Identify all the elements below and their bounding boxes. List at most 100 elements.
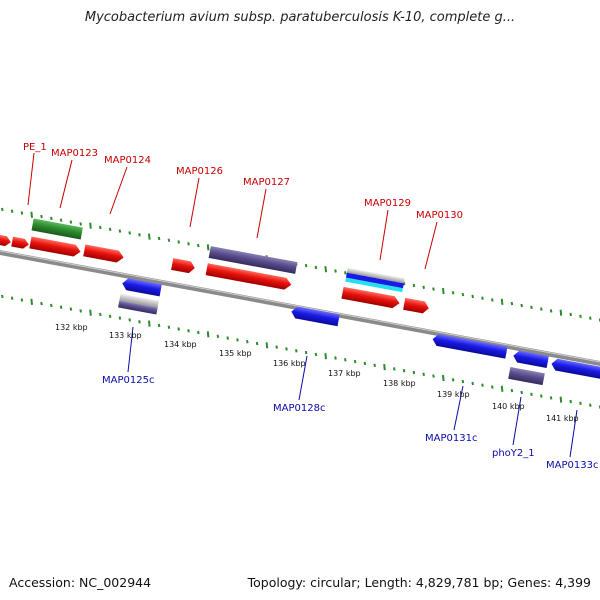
tick-mark: [59, 218, 63, 222]
feature-multi-map0129[interactable]: [345, 267, 405, 293]
tick-mark: [471, 381, 474, 386]
tick-mark: [559, 309, 563, 316]
tick-mark: [20, 211, 24, 215]
tick-mark: [549, 396, 553, 400]
tick-mark: [540, 307, 543, 311]
tick-mark: [422, 372, 425, 376]
feature-cds-map0127[interactable]: [205, 263, 293, 290]
feature-cds-map0130[interactable]: [403, 297, 430, 314]
tick-mark: [549, 309, 553, 313]
tick-mark: [167, 325, 171, 329]
tick-mark: [167, 238, 171, 242]
tick-mark: [1, 294, 4, 299]
label-map0124[interactable]: MAP0124: [104, 155, 151, 166]
tick-mark: [500, 298, 504, 305]
tick-row-upper: [1, 207, 600, 322]
tick-mark: [324, 353, 327, 360]
label-map0126[interactable]: MAP0126: [176, 166, 223, 177]
genome-summary-text: Topology: circular; Length: 4,829,781 bp…: [247, 575, 591, 590]
feature-cds-map0124[interactable]: [83, 244, 125, 263]
label-map0128c[interactable]: MAP0128c: [273, 403, 325, 414]
label-map0130[interactable]: MAP0130: [416, 210, 463, 221]
feature-cds-map0126[interactable]: [171, 258, 196, 274]
tick-mark: [530, 392, 533, 396]
tick-mark: [40, 301, 43, 306]
tick-mark: [304, 350, 308, 355]
tick-mark: [481, 383, 484, 387]
tick-mark: [89, 222, 92, 229]
tick-mark: [569, 312, 572, 317]
tick-row-lower: [1, 294, 600, 409]
feature-gene-phoy2[interactable]: [508, 367, 545, 386]
tick-mark: [334, 356, 337, 360]
tick-mark: [99, 312, 102, 317]
tick-mark: [118, 229, 122, 233]
tick-mark: [579, 401, 582, 405]
tick-mark: [500, 385, 504, 392]
tick-mark: [442, 287, 445, 295]
tick-mark: [265, 342, 269, 349]
tick-mark: [442, 374, 445, 382]
label-pe1[interactable]: PE_1: [23, 142, 47, 153]
tick-mark: [79, 309, 82, 313]
tick-mark: [30, 211, 33, 218]
tick-mark: [59, 305, 63, 309]
feature-cds-map0128c[interactable]: [290, 306, 340, 327]
map-title: Mycobacterium avium subsp. paratuberculo…: [84, 10, 516, 25]
tick-mark: [216, 334, 220, 338]
tick-mark: [569, 399, 572, 404]
tick-mark: [206, 244, 210, 251]
tick-mark: [40, 214, 43, 219]
tick-mark: [589, 316, 592, 320]
feature-cds-map0133c[interactable]: [550, 358, 600, 381]
tick-mark: [148, 320, 151, 327]
tick-mark: [10, 296, 14, 300]
tick-mark: [579, 314, 582, 318]
tick-mark: [344, 271, 347, 275]
feature-cds-left-1[interactable]: [0, 233, 12, 247]
scale-label-140: 140 kbp: [492, 402, 525, 411]
forward-features: [0, 218, 430, 314]
tick-mark: [128, 231, 131, 235]
tick-mark: [451, 378, 455, 382]
tick-mark: [393, 367, 396, 371]
tick-mark: [246, 340, 249, 344]
label-map0123[interactable]: MAP0123: [51, 148, 98, 159]
tick-mark: [481, 296, 484, 300]
tick-mark: [20, 298, 24, 302]
tick-mark: [157, 236, 161, 241]
tick-mark: [285, 347, 288, 351]
tick-mark: [177, 240, 180, 244]
tick-mark: [138, 233, 141, 237]
tick-mark: [197, 330, 200, 335]
feature-rna-pe1[interactable]: [31, 218, 83, 240]
feature-gene-map0127[interactable]: [208, 246, 298, 274]
tick-mark: [79, 222, 82, 226]
label-map0127[interactable]: MAP0127: [243, 177, 290, 188]
tick-mark: [1, 207, 4, 212]
tick-mark: [559, 396, 563, 403]
tick-mark: [510, 301, 514, 306]
feature-cds-left-2[interactable]: [11, 236, 30, 250]
tick-mark: [314, 352, 318, 357]
tick-mark: [451, 291, 455, 295]
reverse-labels: MAP0125c MAP0128c MAP0131c phoY2_1 MAP01…: [102, 375, 598, 471]
tick-mark: [118, 316, 122, 320]
label-map0133c[interactable]: MAP0133c: [546, 460, 598, 471]
tick-mark: [373, 363, 376, 367]
label-phoy2[interactable]: phoY2_1: [492, 448, 535, 459]
label-map0129[interactable]: MAP0129: [364, 198, 411, 209]
feature-cds-map0131c[interactable]: [432, 333, 508, 359]
scale-label-141: 141 kbp: [546, 414, 579, 423]
feature-multi-map0125c[interactable]: [118, 293, 159, 315]
tick-mark: [412, 370, 416, 375]
label-map0131c[interactable]: MAP0131c: [425, 433, 477, 444]
feature-cds-pe1[interactable]: [29, 236, 81, 258]
tick-mark: [491, 298, 494, 302]
feature-cds-map0125c[interactable]: [121, 277, 162, 297]
tick-mark: [314, 265, 318, 270]
label-map0125c[interactable]: MAP0125c: [102, 375, 154, 386]
feature-cds-phoy2[interactable]: [512, 350, 549, 368]
tick-mark: [187, 329, 190, 333]
feature-cds-map0129[interactable]: [341, 286, 400, 309]
